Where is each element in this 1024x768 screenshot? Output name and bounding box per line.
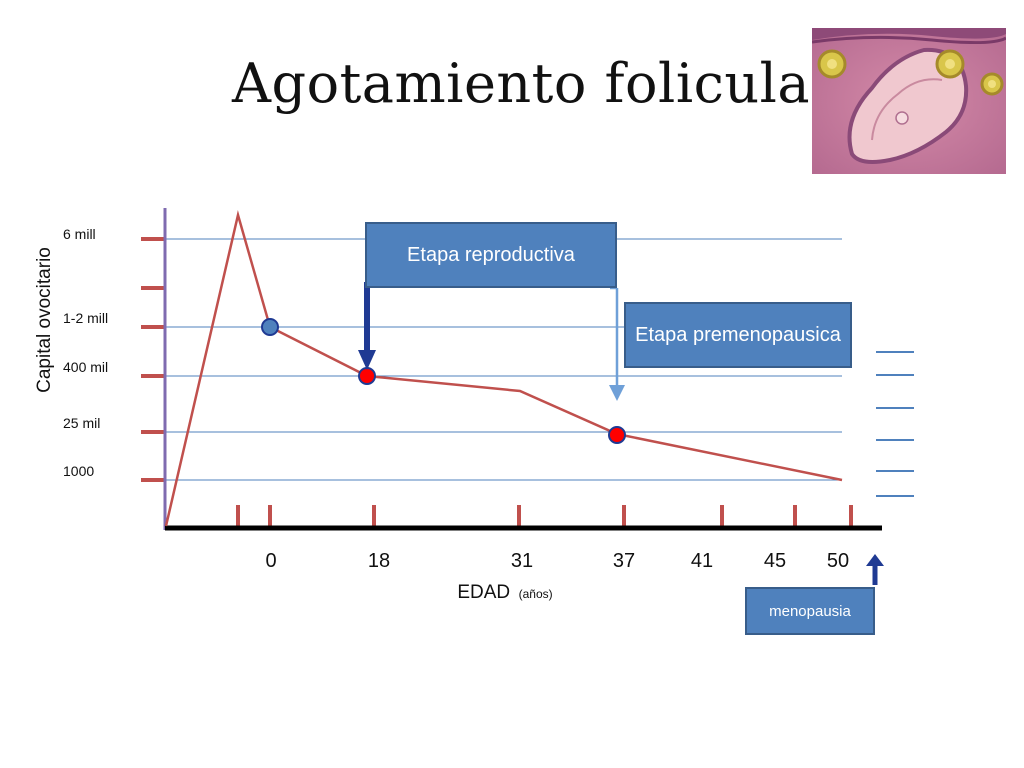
curve-marker-red bbox=[608, 426, 626, 444]
x-tick-label: 41 bbox=[691, 550, 713, 572]
ovarian-follicle-histology-image bbox=[812, 28, 1006, 174]
menopause-arrow-head bbox=[866, 554, 884, 566]
y-level-label: 6 mill bbox=[63, 226, 96, 242]
y-level-label: 25 mil bbox=[63, 415, 100, 431]
premenopausal-stage-label: Etapa premenopausica bbox=[624, 302, 852, 368]
x-tick-marks bbox=[236, 505, 853, 528]
curve-marker-blue bbox=[261, 318, 279, 336]
y-level-label: 1-2 mill bbox=[63, 310, 108, 326]
reproductive-arrow-head bbox=[358, 350, 376, 370]
reproductive-stage-label: Etapa reproductiva bbox=[365, 222, 617, 288]
x-tick-labels: 0 18 31 37 41 45 50 bbox=[265, 550, 849, 572]
curve-marker-red bbox=[358, 367, 376, 385]
y-tick-marks bbox=[141, 237, 165, 482]
x-tick-label: 50 bbox=[827, 550, 849, 572]
x-tick-label: 0 bbox=[265, 550, 276, 572]
x-axis-title-unit: (años) bbox=[519, 587, 553, 601]
x-tick-label: 31 bbox=[511, 550, 533, 572]
y-axis-title: Capital ovocitario bbox=[34, 247, 55, 393]
menopause-label: menopausia bbox=[745, 587, 875, 635]
x-tick-label: 45 bbox=[764, 550, 786, 572]
x-axis-title: EDAD (años) bbox=[457, 582, 552, 603]
x-axis-title-main: EDAD bbox=[457, 582, 510, 603]
premenopausal-arrow-head bbox=[609, 385, 625, 401]
y-level-label: 1000 bbox=[63, 463, 94, 479]
slide-title: Agotamiento folicular bbox=[232, 52, 837, 115]
curve-markers bbox=[261, 318, 626, 444]
x-tick-label: 37 bbox=[613, 550, 635, 572]
x-tick-label: 18 bbox=[368, 550, 390, 572]
y-level-labels: 6 mill 1-2 mill 400 mil 25 mil 1000 bbox=[63, 226, 108, 479]
decorative-dashes bbox=[876, 351, 914, 497]
y-level-label: 400 mil bbox=[63, 359, 108, 375]
